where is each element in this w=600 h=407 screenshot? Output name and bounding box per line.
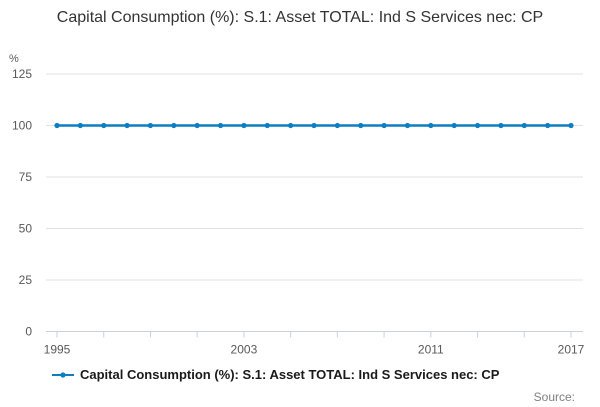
data-point[interactable]	[568, 122, 574, 129]
data-point[interactable]	[311, 122, 317, 129]
legend-label: Capital Consumption (%): S.1: Asset TOTA…	[80, 367, 500, 382]
data-point[interactable]	[147, 122, 154, 129]
data-point[interactable]	[241, 122, 247, 129]
y-tick-label: 125	[12, 67, 32, 81]
y-tick-label: 100	[12, 119, 32, 133]
data-point[interactable]	[101, 122, 107, 129]
data-point[interactable]	[404, 122, 411, 129]
data-point[interactable]	[451, 122, 457, 129]
legend-series-icon	[52, 371, 74, 378]
chart-page: Capital Consumption (%): S.1: Asset TOTA…	[0, 7, 600, 404]
data-point[interactable]	[124, 122, 130, 129]
y-tick-label: 75	[19, 170, 33, 184]
data-point[interactable]	[474, 122, 481, 129]
legend-marker-glyph	[60, 371, 66, 378]
data-point[interactable]	[264, 122, 270, 129]
x-tick-label: 2011	[418, 343, 444, 357]
chart-plot-area: 0 25 50 75 100 125 1995 2003 2011 2017	[12, 67, 585, 357]
data-point[interactable]	[77, 122, 83, 129]
x-tick-label: 2003	[231, 343, 258, 357]
data-point[interactable]	[54, 122, 60, 129]
x-tick-label: 2017	[558, 343, 585, 357]
data-point[interactable]	[171, 122, 177, 129]
data-point[interactable]	[194, 122, 200, 129]
data-point[interactable]	[288, 122, 294, 129]
data-point[interactable]	[498, 122, 504, 129]
data-point[interactable]	[334, 122, 340, 129]
x-tick-label: 1995	[44, 343, 71, 357]
data-point[interactable]	[521, 122, 527, 129]
y-tick-label: 50	[19, 222, 33, 236]
y-tick-label: 25	[19, 273, 33, 287]
data-point[interactable]	[428, 122, 434, 129]
data-point[interactable]	[381, 122, 387, 129]
y-tick-label: 0	[25, 325, 32, 339]
legend-item[interactable]: Capital Consumption (%): S.1: Asset TOTA…	[52, 367, 499, 382]
data-point[interactable]	[358, 122, 364, 129]
y-axis-unit-label: %	[9, 53, 19, 65]
data-point[interactable]	[217, 122, 224, 129]
chart-title: Capital Consumption (%): S.1: Asset TOTA…	[56, 9, 544, 26]
data-point[interactable]	[545, 122, 551, 129]
source-label: Source:	[533, 390, 575, 404]
